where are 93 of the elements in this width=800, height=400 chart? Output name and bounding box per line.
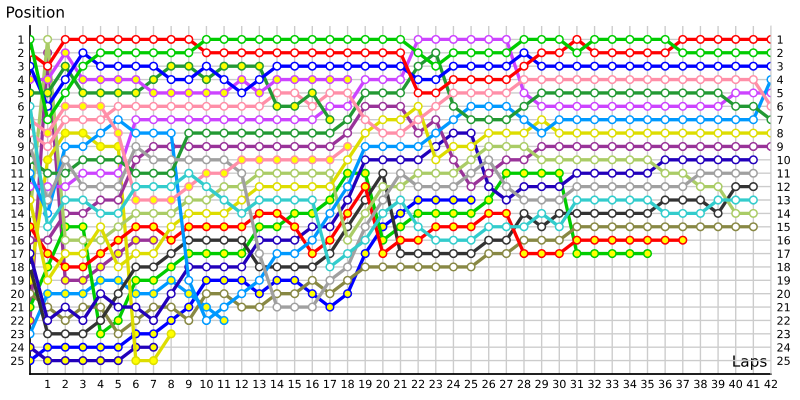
x-tick-label: 30 bbox=[553, 380, 566, 388]
x-tick-label: 10 bbox=[200, 380, 213, 388]
y-tick-label: 25 bbox=[11, 356, 24, 365]
x-tick-label: 2 bbox=[62, 380, 68, 388]
y2-tick-label: 7 bbox=[777, 116, 783, 124]
x-tick-label: 27 bbox=[500, 380, 512, 388]
x-tick-label: 14 bbox=[271, 380, 284, 388]
x-tick-label: 15 bbox=[288, 380, 301, 388]
x-tick-label: 42 bbox=[764, 380, 777, 388]
x-tick-label: 37 bbox=[676, 380, 689, 388]
x-tick-label: 31 bbox=[570, 380, 583, 388]
y-tick-label: 23 bbox=[11, 330, 24, 338]
x-tick-label: 39 bbox=[712, 380, 724, 388]
y2-tick-label: 12 bbox=[778, 182, 790, 191]
y-tick-label: 21 bbox=[11, 303, 24, 312]
y-tick-label: 20 bbox=[11, 290, 24, 298]
x-tick-label: 24 bbox=[447, 380, 460, 388]
x-tick-label: 7 bbox=[150, 380, 156, 388]
x-tick-label: 6 bbox=[133, 380, 139, 388]
x-tick-label: 11 bbox=[218, 380, 230, 388]
y-tick-label: 7 bbox=[18, 116, 24, 124]
y-tick-label: 8 bbox=[18, 129, 24, 138]
x-tick-label: 1 bbox=[45, 380, 50, 388]
y-tick-label: 2 bbox=[18, 48, 24, 57]
y2-tick-label: 14 bbox=[778, 210, 790, 218]
x-tick-label: 40 bbox=[729, 380, 742, 388]
y2-tick-label: 4 bbox=[777, 76, 783, 84]
y2-tick-label: 21 bbox=[777, 303, 790, 312]
y-tick-label: 13 bbox=[12, 196, 24, 204]
y2-tick-label: 10 bbox=[778, 156, 790, 164]
y2-tick-label: 1 bbox=[778, 36, 783, 44]
y2-tick-label: 2 bbox=[777, 48, 783, 57]
y2-tick-label: 25 bbox=[777, 356, 790, 365]
y-tick-label: 15 bbox=[12, 222, 24, 232]
x-tick-label: 41 bbox=[746, 380, 760, 388]
y-tick-label: 9 bbox=[18, 142, 24, 151]
y2-tick-label: 23 bbox=[777, 330, 790, 338]
y-tick-label: 14 bbox=[12, 210, 24, 218]
x-tick-label: 17 bbox=[324, 380, 336, 388]
x-tick-label: 38 bbox=[694, 380, 707, 388]
y2-tick-label: 19 bbox=[778, 276, 790, 285]
y-tick-label: 1 bbox=[18, 36, 24, 44]
x-tick-label: 36 bbox=[658, 380, 672, 388]
x-tick-label: 5 bbox=[116, 380, 121, 388]
x-tick-label: 35 bbox=[641, 380, 654, 388]
y-tick-label: 5 bbox=[18, 89, 24, 98]
x-tick-label: 8 bbox=[168, 380, 174, 388]
y2-tick-label: 3 bbox=[777, 62, 783, 71]
x-tick-label: 23 bbox=[430, 380, 442, 388]
y-tick-label: 24 bbox=[11, 343, 24, 352]
y-tick-label: 10 bbox=[12, 156, 24, 164]
x-tick-label: 32 bbox=[588, 380, 601, 388]
x-tick-label: 3 bbox=[80, 380, 86, 388]
y-tick-label: 19 bbox=[12, 276, 24, 285]
y-axis-title: Position bbox=[7, 6, 64, 18]
x-tick-label: 26 bbox=[482, 380, 496, 388]
x-tick-label: 18 bbox=[342, 380, 354, 388]
y-tick-label: 12 bbox=[12, 182, 24, 191]
y2-tick-label: 16 bbox=[778, 236, 790, 245]
x-tick-label: 25 bbox=[464, 380, 478, 388]
x-tick-label: 34 bbox=[624, 380, 636, 388]
y-tick-label: 4 bbox=[18, 76, 24, 84]
y-tick-label: 16 bbox=[12, 236, 24, 245]
x-tick-label: 4 bbox=[98, 380, 104, 388]
y-tick-label: 11 bbox=[12, 169, 24, 178]
x-tick-label: 28 bbox=[518, 380, 530, 388]
y-tick-label: 17 bbox=[12, 250, 24, 258]
x-tick-label: 19 bbox=[359, 380, 372, 388]
y-tick-label: 22 bbox=[11, 316, 24, 325]
y2-tick-label: 5 bbox=[777, 89, 783, 98]
x-tick-label: 9 bbox=[186, 380, 192, 388]
x-tick-label: 13 bbox=[254, 380, 266, 388]
x-tick-label: 29 bbox=[535, 380, 548, 388]
x-tick-label: 33 bbox=[606, 380, 618, 388]
x-tick-label: 16 bbox=[306, 380, 319, 388]
y-tick-label: 18 bbox=[12, 262, 24, 272]
y2-tick-label: 20 bbox=[777, 290, 790, 298]
x-tick-label: 12 bbox=[236, 380, 248, 388]
x-tick-label: 20 bbox=[376, 380, 390, 388]
y2-tick-label: 22 bbox=[777, 316, 790, 325]
y2-tick-label: 8 bbox=[777, 129, 783, 138]
y2-tick-label: 6 bbox=[777, 102, 783, 111]
y2-tick-label: 17 bbox=[778, 250, 790, 258]
y2-tick-label: 18 bbox=[778, 262, 790, 272]
y2-tick-label: 13 bbox=[778, 196, 790, 204]
y2-tick-label: 15 bbox=[778, 222, 790, 232]
y2-tick-label: 9 bbox=[777, 142, 783, 151]
y2-tick-label: 24 bbox=[777, 343, 790, 352]
x-tick-label: 22 bbox=[412, 380, 424, 388]
x-tick-label: 21 bbox=[394, 380, 407, 388]
y-tick-label: 3 bbox=[18, 62, 24, 71]
y-tick-label: 6 bbox=[18, 102, 24, 111]
y2-tick-label: 11 bbox=[778, 169, 790, 178]
